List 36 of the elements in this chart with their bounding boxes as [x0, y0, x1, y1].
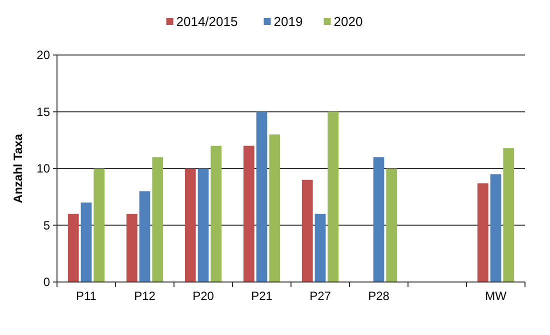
x-tick-label: P28 — [368, 289, 390, 303]
bar — [198, 168, 209, 282]
bar — [269, 134, 280, 282]
bar — [314, 214, 326, 282]
x-tick-label: P12 — [134, 289, 156, 303]
bar — [256, 112, 268, 282]
y-tick-label: 0 — [43, 275, 50, 290]
bar — [477, 183, 488, 282]
bar — [490, 174, 502, 282]
bar — [139, 191, 150, 282]
legend-label: 2019 — [274, 14, 303, 29]
y-tick-label: 15 — [36, 104, 50, 119]
bar — [373, 157, 384, 282]
bar — [243, 146, 254, 282]
bar — [386, 168, 398, 282]
legend-label: 2014/2015 — [176, 14, 238, 29]
x-tick-label: MW — [485, 289, 508, 303]
bar — [68, 214, 79, 282]
bar — [302, 180, 313, 282]
y-axis-title: Anzahl Taxa — [11, 134, 25, 204]
legend-label: 2020 — [334, 14, 363, 29]
bar — [94, 168, 105, 282]
y-tick-label: 5 — [43, 218, 50, 232]
x-tick-label: P21 — [251, 289, 273, 303]
x-tick-label: P20 — [192, 289, 214, 303]
bar — [80, 202, 92, 282]
x-tick-label: P11 — [76, 289, 97, 303]
y-tick-label: 10 — [36, 162, 50, 176]
x-tick-label: P27 — [310, 289, 332, 303]
bar — [152, 157, 164, 282]
bar — [503, 148, 514, 282]
y-tick-label: 20 — [36, 48, 50, 62]
bar — [126, 214, 138, 282]
bar — [328, 112, 339, 282]
bar — [184, 168, 196, 282]
bar — [210, 146, 222, 282]
